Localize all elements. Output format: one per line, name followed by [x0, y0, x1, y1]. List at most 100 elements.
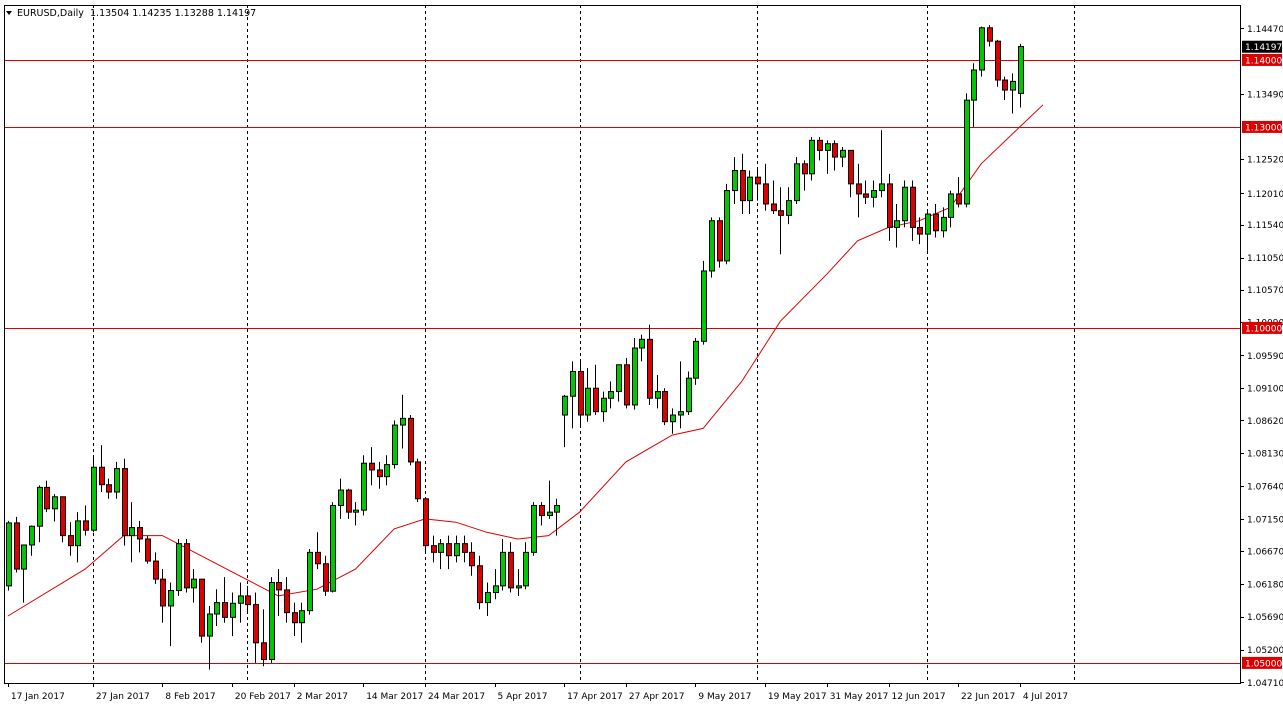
candle	[910, 180, 916, 241]
candle	[176, 538, 182, 596]
bear-candle-body	[276, 582, 282, 591]
candle	[392, 420, 398, 469]
candle	[431, 535, 437, 563]
candle	[956, 177, 962, 208]
price-tick-label: 1.10570	[1247, 286, 1283, 296]
candle	[979, 26, 985, 77]
price-tick-label: 1.13490	[1247, 91, 1283, 101]
bear-candle-body	[446, 543, 452, 557]
candle	[778, 187, 784, 255]
candle	[616, 364, 622, 402]
bull-candle-body	[269, 582, 275, 661]
ohlc-readout: 1.13504 1.14235 1.13288 1.14197	[90, 8, 256, 19]
candle	[593, 364, 599, 416]
price-tick-label: 1.07640	[1247, 483, 1283, 493]
candle	[925, 210, 931, 251]
level-label: 1.14000	[1245, 56, 1282, 66]
candle	[755, 167, 761, 201]
candle	[153, 552, 159, 584]
level-label-box	[1242, 120, 1282, 133]
candle	[786, 187, 792, 225]
price-tick-label: 1.06180	[1247, 580, 1283, 590]
price-tick-label: 1.14470	[1247, 25, 1283, 35]
candle	[917, 217, 923, 245]
candle	[423, 498, 429, 553]
candle	[809, 136, 815, 181]
moving-average-layer	[7, 104, 1044, 617]
time-tick-label: 17 Apr 2017	[567, 692, 623, 702]
candle	[44, 480, 50, 513]
bear-candle-body	[778, 210, 784, 216]
bull-candle-body	[168, 590, 174, 607]
bear-candle-body	[477, 565, 483, 604]
candle	[384, 455, 390, 486]
bull-candle-body	[523, 551, 529, 587]
bull-candle-body	[129, 527, 135, 537]
bull-candle-body	[91, 466, 97, 531]
bear-candle-body	[145, 538, 151, 562]
candle	[485, 582, 491, 617]
candle	[122, 458, 128, 546]
bull-candle-body	[384, 464, 390, 478]
candle	[261, 609, 267, 667]
bull-candle-body	[871, 190, 877, 198]
bull-candle-body	[547, 511, 553, 517]
candle	[1010, 73, 1016, 114]
bear-candle-body	[910, 186, 916, 228]
candle	[539, 502, 545, 526]
bull-candle-body	[925, 213, 931, 235]
candle	[245, 585, 251, 613]
time-tick-label: 31 May 2017	[830, 692, 889, 702]
price-tick-label: 1.08620	[1247, 417, 1283, 427]
candle	[299, 602, 305, 643]
candle	[106, 478, 112, 499]
bull-candle-body	[616, 364, 622, 393]
candle	[964, 93, 970, 208]
symbol-label: EURUSD,Daily	[17, 8, 84, 19]
bull-candle-body	[632, 347, 638, 406]
bull-candle-body	[709, 220, 715, 272]
bull-candle-body	[794, 163, 800, 202]
time-tick-label: 27 Apr 2017	[629, 692, 685, 702]
bear-candle-body	[508, 551, 514, 589]
candle	[887, 173, 893, 241]
bear-candle-body	[469, 551, 475, 567]
bull-candle-body	[361, 462, 367, 511]
candle	[377, 461, 383, 489]
bull-candle-body	[902, 186, 908, 222]
price-tick-label: 1.05200	[1247, 646, 1283, 656]
candle	[338, 478, 344, 519]
bull-candle-body	[330, 504, 336, 592]
candle	[191, 569, 197, 603]
bull-candle-body	[686, 377, 692, 413]
bull-candle-body	[948, 193, 954, 218]
candle	[500, 538, 506, 591]
candle	[415, 458, 421, 503]
time-tick-label: 12 Jun 2017	[892, 692, 946, 702]
candle	[315, 532, 321, 570]
candle	[686, 371, 692, 416]
candle	[678, 361, 684, 429]
candle	[570, 361, 576, 429]
bull-candle-body	[230, 602, 236, 618]
bull-candle-body	[485, 592, 491, 604]
bear-candle-body	[14, 522, 20, 570]
candle	[199, 578, 205, 643]
candle	[6, 520, 12, 591]
candle	[253, 592, 259, 663]
candle	[647, 324, 653, 405]
bear-candle-body	[987, 27, 993, 42]
candle	[902, 180, 908, 228]
bear-candle-body	[431, 545, 437, 553]
price-tick-label: 1.09100	[1247, 385, 1283, 395]
bear-candle-body	[856, 183, 862, 195]
bear-candle-body	[917, 226, 923, 235]
bull-candle-body	[608, 391, 614, 399]
collapse-triangle-icon[interactable]	[6, 11, 12, 15]
price-tick-label: 1.12520	[1247, 156, 1283, 166]
bear-candle-body	[83, 520, 89, 531]
price-tick-label: 1.05690	[1247, 613, 1283, 623]
candle	[184, 538, 190, 593]
